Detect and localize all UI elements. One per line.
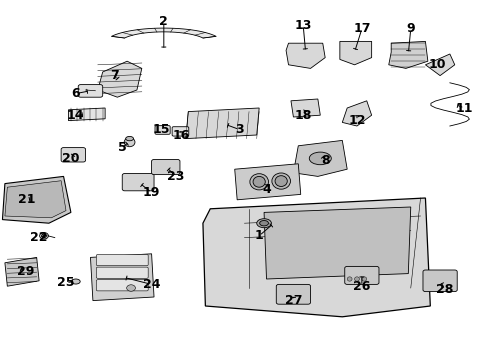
Polygon shape — [185, 108, 259, 139]
Polygon shape — [285, 43, 325, 68]
Ellipse shape — [259, 220, 268, 226]
Text: 2: 2 — [159, 15, 168, 28]
Text: 18: 18 — [294, 109, 311, 122]
Text: 6: 6 — [71, 87, 80, 100]
FancyBboxPatch shape — [422, 270, 456, 292]
Ellipse shape — [40, 233, 48, 239]
FancyBboxPatch shape — [96, 255, 148, 266]
Ellipse shape — [126, 285, 135, 291]
Ellipse shape — [361, 277, 366, 281]
Text: 3: 3 — [235, 123, 244, 136]
Polygon shape — [90, 254, 154, 301]
Polygon shape — [264, 207, 410, 279]
Text: 26: 26 — [352, 280, 370, 293]
FancyBboxPatch shape — [172, 127, 188, 136]
Text: 4: 4 — [262, 183, 270, 195]
Text: 25: 25 — [57, 276, 75, 289]
Ellipse shape — [124, 138, 135, 147]
FancyBboxPatch shape — [61, 148, 85, 162]
Polygon shape — [293, 140, 346, 176]
Ellipse shape — [271, 173, 290, 189]
Text: 10: 10 — [428, 58, 446, 71]
Text: 14: 14 — [67, 109, 84, 122]
Text: 24: 24 — [142, 278, 160, 291]
Polygon shape — [339, 41, 371, 65]
Text: 16: 16 — [172, 129, 189, 141]
Ellipse shape — [308, 152, 331, 165]
FancyBboxPatch shape — [276, 284, 310, 304]
Text: 23: 23 — [167, 170, 184, 183]
Text: 15: 15 — [152, 123, 170, 136]
Ellipse shape — [249, 174, 268, 190]
FancyBboxPatch shape — [78, 85, 102, 97]
Text: 12: 12 — [347, 114, 365, 127]
Polygon shape — [290, 99, 320, 117]
Text: 7: 7 — [110, 69, 119, 82]
Polygon shape — [98, 61, 142, 97]
Ellipse shape — [125, 136, 133, 141]
Text: 8: 8 — [320, 154, 329, 167]
Text: 17: 17 — [352, 22, 370, 35]
FancyBboxPatch shape — [122, 174, 154, 191]
Ellipse shape — [354, 277, 359, 281]
Text: 5: 5 — [118, 141, 126, 154]
FancyBboxPatch shape — [344, 266, 378, 284]
Text: 29: 29 — [17, 265, 34, 278]
Ellipse shape — [346, 277, 351, 281]
Text: 28: 28 — [435, 283, 453, 296]
Polygon shape — [2, 176, 71, 223]
Polygon shape — [425, 54, 454, 76]
Text: 22: 22 — [30, 231, 48, 244]
Polygon shape — [5, 257, 39, 286]
Text: 9: 9 — [406, 22, 414, 35]
FancyBboxPatch shape — [96, 280, 148, 291]
Text: 21: 21 — [18, 193, 36, 206]
Polygon shape — [111, 28, 216, 38]
Text: 1: 1 — [254, 229, 263, 242]
Ellipse shape — [71, 279, 80, 284]
Ellipse shape — [41, 234, 46, 238]
Ellipse shape — [253, 176, 265, 187]
Text: 13: 13 — [294, 19, 311, 32]
Text: 19: 19 — [142, 186, 160, 199]
Text: 20: 20 — [62, 152, 80, 165]
Ellipse shape — [256, 219, 271, 228]
FancyBboxPatch shape — [155, 126, 170, 134]
Polygon shape — [342, 101, 371, 126]
FancyBboxPatch shape — [151, 159, 180, 175]
Polygon shape — [5, 181, 66, 218]
Text: 27: 27 — [284, 294, 302, 307]
Polygon shape — [68, 108, 105, 121]
Polygon shape — [203, 198, 429, 317]
Polygon shape — [388, 41, 427, 68]
Text: 11: 11 — [455, 102, 472, 114]
FancyBboxPatch shape — [96, 267, 148, 278]
Polygon shape — [234, 164, 300, 200]
Ellipse shape — [274, 176, 287, 186]
